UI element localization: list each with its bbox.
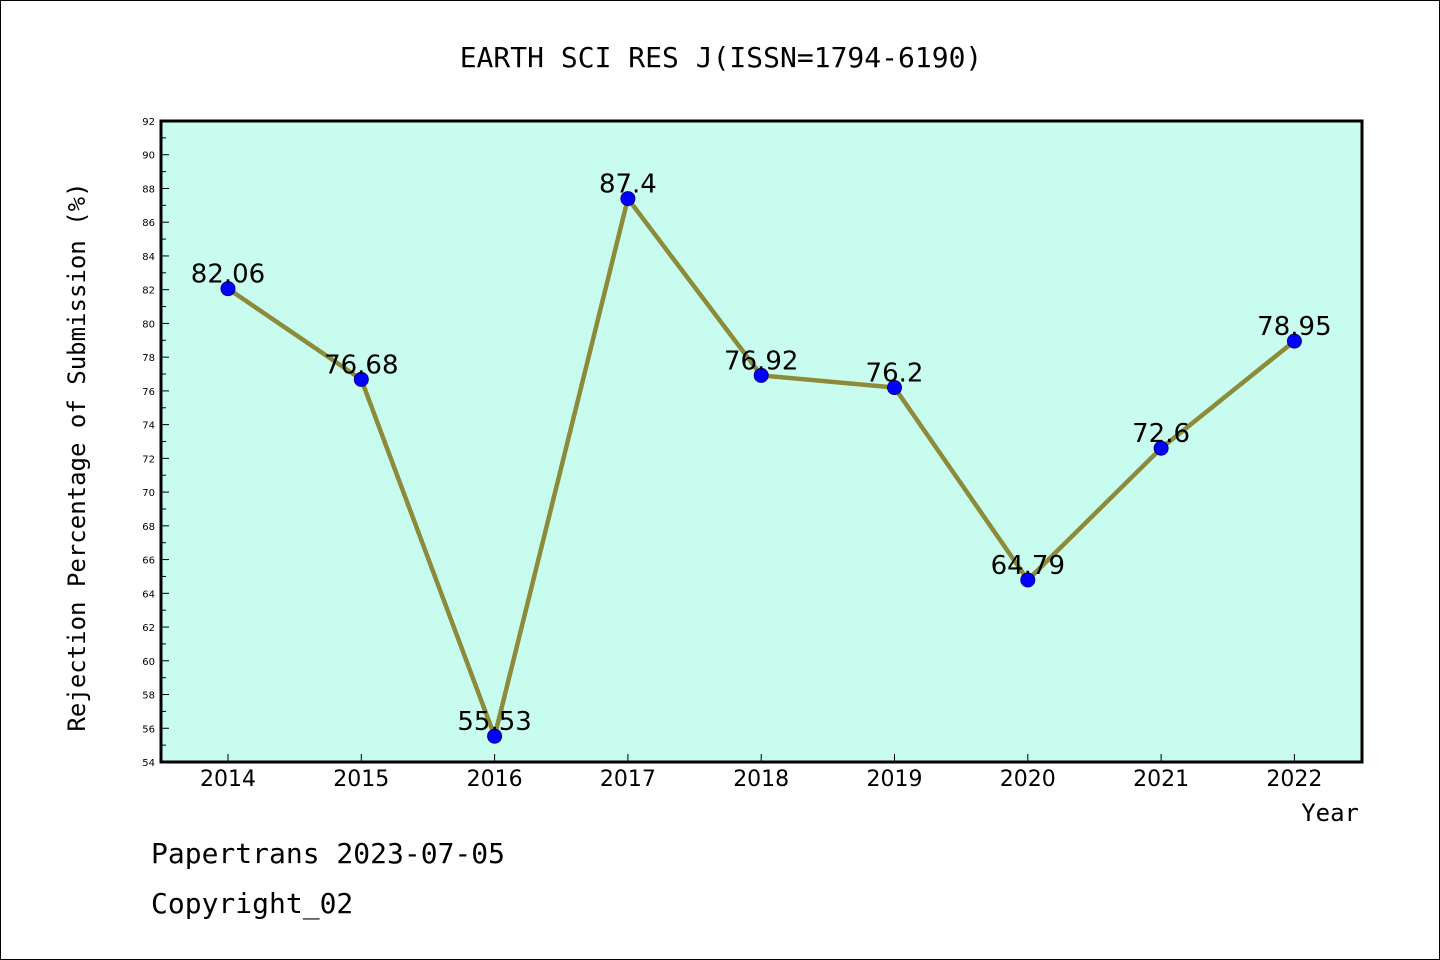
- y-tick-label: 64: [142, 589, 155, 600]
- data-label: 76.68: [324, 350, 398, 380]
- y-tick-label: 70: [142, 488, 155, 499]
- x-tick-label: 2016: [467, 767, 523, 792]
- data-label: 55.53: [457, 707, 531, 737]
- data-label: 76.2: [866, 359, 924, 389]
- y-tick-label: 58: [142, 691, 155, 702]
- data-point: [487, 728, 503, 744]
- y-tick-label: 54: [142, 758, 155, 769]
- x-tick-label: 2022: [1266, 767, 1322, 792]
- y-tick-label: 90: [142, 151, 155, 162]
- x-tick-label: 2021: [1133, 767, 1189, 792]
- footer-source: Papertrans 2023-07-05: [151, 837, 506, 870]
- data-label: 76.92: [724, 346, 798, 376]
- x-tick-label: 2014: [200, 767, 256, 792]
- data-label: 87.4: [599, 170, 657, 200]
- y-tick-label: 66: [142, 556, 155, 567]
- y-tick-label: 62: [142, 623, 155, 634]
- x-tick-label: 2015: [333, 767, 389, 792]
- y-tick-label: 88: [142, 184, 155, 195]
- data-point: [220, 281, 236, 297]
- y-tick-label: 60: [142, 657, 155, 668]
- data-point: [1153, 440, 1169, 456]
- data-point: [1286, 333, 1302, 349]
- y-axis-label: Rejection Percentage of Submission (%): [63, 182, 91, 731]
- x-axis-label: Year: [1301, 799, 1359, 827]
- y-tick-label: 92: [142, 117, 155, 128]
- data-point: [620, 191, 636, 207]
- x-tick-label: 2019: [867, 767, 923, 792]
- y-tick-label: 80: [142, 319, 155, 330]
- y-tick-label: 74: [142, 421, 155, 432]
- data-label: 64.79: [991, 551, 1065, 581]
- plot-frame: [159, 119, 1364, 764]
- y-tick-label: 82: [142, 286, 155, 297]
- series-layer: [220, 191, 1302, 744]
- data-label: 72.6: [1132, 419, 1190, 449]
- y-tick-label: 76: [142, 387, 155, 398]
- y-tick-label: 84: [142, 252, 155, 263]
- data-point: [887, 380, 902, 396]
- x-axis-ticks: 2014 2015 2016 2017 2018 2019 2020 2021 2022: [200, 754, 1322, 792]
- y-tick-label: 68: [142, 522, 155, 533]
- footer-copyright: Copyright_02: [151, 887, 354, 920]
- y-tick-label: 86: [142, 218, 155, 229]
- data-point: [1020, 572, 1036, 588]
- x-tick-label: 2018: [733, 767, 789, 792]
- x-tick-label: 2020: [1000, 767, 1056, 792]
- y-tick-label: 78: [142, 353, 155, 364]
- data-label: 82.06: [191, 260, 265, 290]
- data-point: [353, 371, 369, 387]
- data-label: 78.95: [1257, 312, 1331, 342]
- data-label-layer: 82.06 76.68 55.53 87.4 76.92 76.2 64.79 72.6 78.…: [191, 170, 1332, 738]
- chart-title: EARTH SCI RES J(ISSN=1794-6190): [460, 41, 983, 74]
- y-tick-label: 56: [142, 724, 155, 735]
- x-tick-label: 2017: [600, 767, 656, 792]
- data-point: [753, 367, 769, 383]
- y-tick-label: 72: [142, 454, 155, 465]
